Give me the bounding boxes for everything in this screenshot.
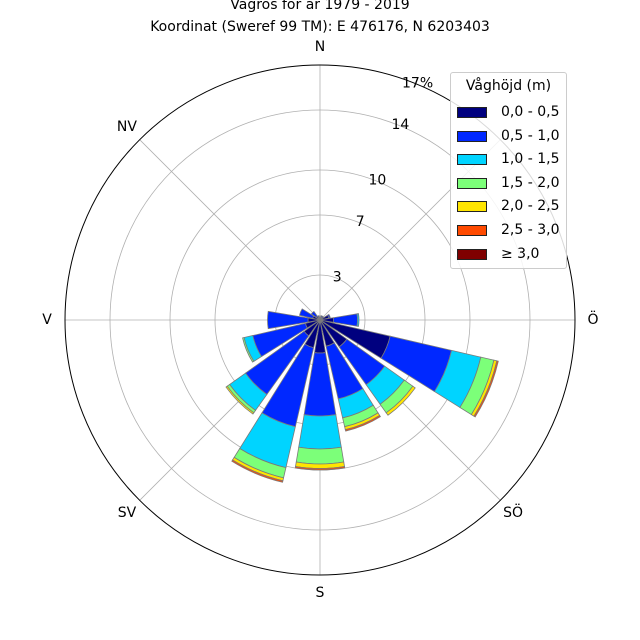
wedge-157.5-5 (344, 414, 381, 432)
legend-swatch (457, 248, 487, 260)
legend-title: Våghöjd (m) (465, 78, 552, 94)
radial-tick-label: 3 (333, 269, 342, 285)
legend-swatch (457, 130, 487, 142)
direction-label: S (316, 585, 325, 601)
legend-item: 0,5 - 1,0 (457, 128, 567, 146)
direction-label: NV (117, 119, 137, 135)
legend-label: ≥ 3,0 (501, 245, 540, 262)
legend-swatch (457, 107, 487, 118)
legend-label: 0,5 - 1,0 (501, 127, 560, 144)
legend-label: 2,0 - 2,5 (501, 198, 560, 215)
legend-label: 1,0 - 1,5 (501, 151, 560, 168)
legend-item: ≥ 3,0 (457, 246, 567, 264)
wedge-layer (225, 308, 499, 483)
wedge-225-4 (225, 385, 255, 415)
wedge-292.5-1 (299, 308, 315, 319)
legend-swatch (457, 225, 487, 236)
radial-tick-label: 17% (402, 75, 433, 91)
radial-tick-label: 10 (368, 172, 386, 188)
legend-item: 1,5 - 2,0 (457, 175, 567, 193)
legend-item: 0,0 - 0,5 (457, 104, 567, 122)
legend-label: 2,5 - 3,0 (501, 222, 560, 238)
direction-label: SÖ (503, 503, 523, 521)
legend-item: 1,0 - 1,5 (457, 151, 567, 169)
wedge-247.5-3 (242, 337, 255, 363)
radial-tick-label: 14 (391, 117, 409, 133)
wedge-337.5-1 (317, 315, 320, 319)
radial-tick-label: 7 (356, 214, 365, 230)
direction-label: SV (118, 505, 137, 521)
legend-item: 2,5 - 3,0 (457, 222, 567, 240)
wedge-202.5-5 (231, 459, 284, 483)
wedge-180-2 (298, 414, 342, 450)
wedge-67.5-1 (327, 313, 331, 319)
direction-label: V (42, 312, 52, 328)
legend-label: 1,5 - 2,0 (501, 174, 560, 191)
wedge-135-4 (385, 385, 416, 416)
wedge-180-5 (294, 466, 346, 471)
legend-swatch (457, 201, 487, 213)
grid-spoke (139, 139, 321, 321)
chart-subtitle: Koordinat (Sweref 99 TM): E 476176, N 62… (150, 19, 490, 35)
chart-title: Vågros för år 1979 - 2019 (230, 0, 410, 13)
legend-swatch (457, 154, 487, 166)
wedge-112.5-5 (473, 360, 499, 418)
wedge-180-3 (295, 446, 345, 465)
legend-swatch (457, 177, 487, 189)
wedge-90-2 (356, 313, 360, 327)
outer-circle (64, 64, 576, 576)
wedge-270-1 (267, 310, 309, 330)
wedge-315-1 (310, 310, 318, 318)
axis-label-layer: N NV V SV S SÖ Ö 3 7 10 14 17% (42, 39, 598, 601)
legend-item: 2,0 - 2,5 (457, 198, 567, 216)
legend: Våghöjd (m) 0,0 - 0,5 0,5 - 1,0 1,0 - 1,5 1… (450, 72, 567, 269)
legend-label: 0,0 - 0,5 (501, 104, 560, 120)
direction-label: Ö (587, 310, 598, 328)
direction-label: N (315, 39, 325, 55)
